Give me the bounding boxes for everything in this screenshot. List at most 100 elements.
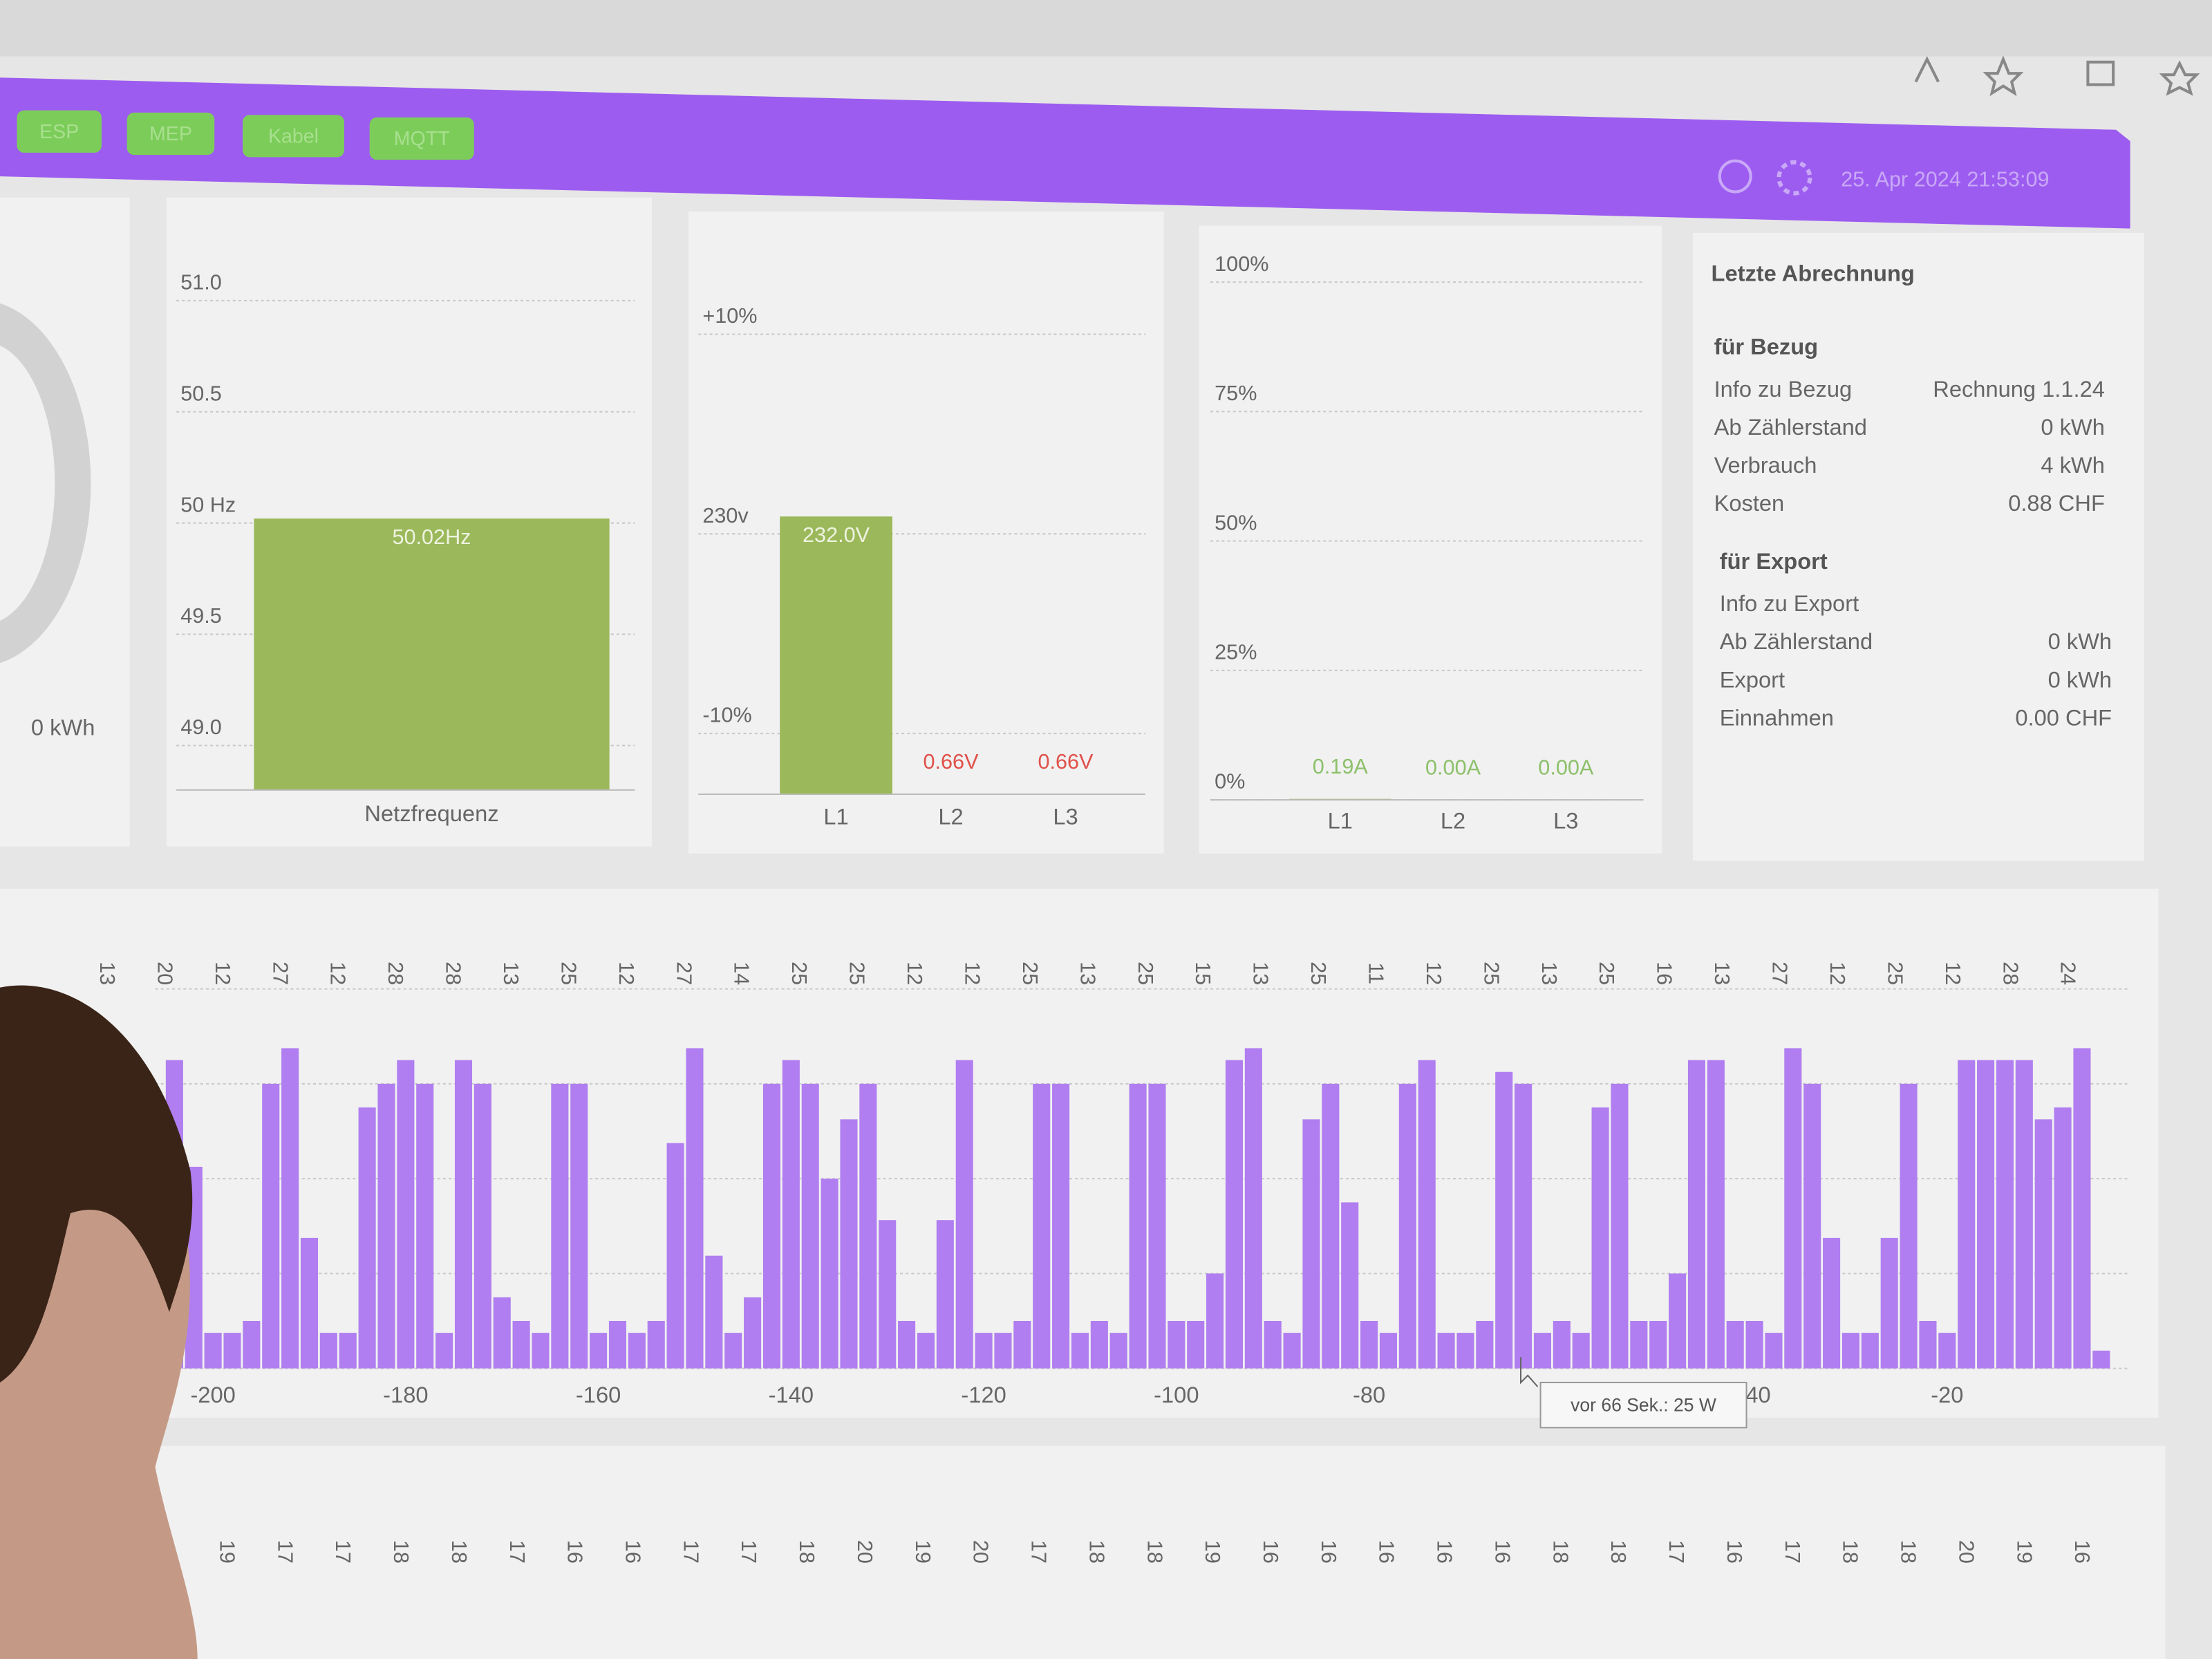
bar bbox=[975, 1333, 993, 1369]
top-label: 12 bbox=[615, 962, 638, 985]
row-value: 0 kWh bbox=[2048, 666, 2112, 692]
bar bbox=[705, 1255, 723, 1369]
bar bbox=[744, 1297, 762, 1369]
bar bbox=[1726, 1320, 1744, 1369]
bottom-label: 16 bbox=[1723, 1540, 1746, 1564]
bottom-label: 17 bbox=[505, 1540, 529, 1564]
settings-icon[interactable] bbox=[1777, 160, 1812, 196]
bar bbox=[821, 1179, 838, 1369]
nav-button[interactable] bbox=[243, 115, 344, 158]
bar bbox=[1938, 1333, 1956, 1369]
top-label: 28 bbox=[384, 962, 407, 985]
bottom-label: 18 bbox=[1143, 1540, 1166, 1564]
bar bbox=[1148, 1083, 1166, 1369]
nav-button[interactable] bbox=[17, 110, 102, 153]
bar bbox=[1861, 1333, 1879, 1369]
bar bbox=[243, 1320, 261, 1369]
bar bbox=[1264, 1320, 1282, 1369]
bar bbox=[801, 1083, 819, 1369]
bar bbox=[647, 1320, 665, 1369]
value-label: 0.00A bbox=[1538, 756, 1594, 779]
bar bbox=[782, 1060, 800, 1369]
row-value: 0.88 CHF bbox=[2008, 490, 2105, 516]
top-label: 25 bbox=[556, 962, 580, 985]
y-tick-label: 50% bbox=[1215, 511, 1257, 534]
top-label: 13 bbox=[95, 962, 119, 985]
top-label: 25 bbox=[1479, 962, 1503, 985]
top-label: 15 bbox=[1191, 962, 1215, 985]
bottom-label: 20 bbox=[1954, 1540, 1978, 1564]
bar bbox=[1669, 1273, 1687, 1369]
y-tick-label: 50.5 bbox=[180, 382, 222, 405]
x-tick-label: -140 bbox=[769, 1382, 814, 1407]
nav-button[interactable] bbox=[126, 112, 215, 156]
top-label: 25 bbox=[1595, 962, 1618, 985]
billing-title: Letzte Abrechnung bbox=[1712, 261, 1915, 286]
bar bbox=[1033, 1083, 1051, 1369]
icon bbox=[2086, 60, 2115, 86]
bar bbox=[1456, 1333, 1474, 1369]
bar bbox=[1437, 1333, 1455, 1369]
nav-button[interactable] bbox=[369, 117, 474, 160]
value-label: 0.00A bbox=[1425, 756, 1481, 779]
bottom-label: 18 bbox=[1606, 1540, 1630, 1564]
bar bbox=[300, 1237, 319, 1369]
bottom-label: 17 bbox=[1027, 1540, 1051, 1564]
bar bbox=[628, 1333, 646, 1369]
bar bbox=[1649, 1320, 1667, 1369]
panel bbox=[0, 1445, 2166, 1659]
y-tick-label: 51.0 bbox=[180, 270, 222, 294]
tooltip-box bbox=[1539, 1381, 1747, 1429]
bar bbox=[223, 1333, 241, 1369]
bar bbox=[1398, 1083, 1416, 1369]
bar bbox=[666, 1143, 684, 1369]
bar bbox=[1515, 1083, 1533, 1369]
bar bbox=[879, 1220, 897, 1369]
bottom-label: 18 bbox=[1085, 1540, 1108, 1564]
y-tick-label: 0% bbox=[1215, 770, 1245, 794]
bottom-label: 18 bbox=[447, 1540, 471, 1564]
top-label: 25 bbox=[845, 962, 869, 985]
top-label: 12 bbox=[1941, 962, 1965, 985]
bar bbox=[2073, 1048, 2091, 1369]
bar bbox=[1187, 1320, 1205, 1369]
panel bbox=[1692, 232, 2145, 861]
x-tick-label: -180 bbox=[383, 1382, 428, 1407]
bar bbox=[1919, 1320, 1937, 1369]
section-heading: für Bezug bbox=[1714, 334, 1819, 359]
row-label: Info zu Bezug bbox=[1714, 376, 1853, 402]
bottom-label: 17 bbox=[331, 1540, 355, 1564]
row-value: 0 kWh bbox=[2048, 628, 2112, 654]
bar bbox=[551, 1083, 569, 1369]
icon bbox=[1914, 56, 1940, 83]
info-icon[interactable] bbox=[1718, 159, 1752, 194]
bar bbox=[762, 1083, 781, 1369]
bar bbox=[780, 516, 892, 794]
top-label: 24 bbox=[2056, 962, 2080, 985]
top-label: 13 bbox=[1710, 962, 1734, 985]
top-label: 27 bbox=[1768, 962, 1792, 985]
bar bbox=[570, 1083, 588, 1369]
bottom-label: 17 bbox=[1781, 1540, 1804, 1564]
row-value: 0 kWh bbox=[2041, 414, 2105, 440]
bar bbox=[319, 1333, 337, 1369]
bar bbox=[532, 1333, 550, 1369]
value-label: 232.0V bbox=[803, 523, 870, 547]
y-tick-label: 75% bbox=[1215, 382, 1257, 405]
nav-button-label: MEP bbox=[149, 123, 192, 145]
bar bbox=[377, 1083, 395, 1369]
x-tick-label: Netzfrequenz bbox=[364, 800, 498, 826]
bar bbox=[1476, 1320, 1494, 1369]
bar bbox=[1322, 1083, 1340, 1369]
bottom-label: 19 bbox=[1201, 1540, 1224, 1564]
bottom-label: 16 bbox=[2070, 1540, 2094, 1564]
bar bbox=[955, 1060, 973, 1369]
bar bbox=[724, 1333, 742, 1369]
y-tick-label: 49.5 bbox=[180, 604, 222, 628]
top-label: 12 bbox=[1826, 962, 1849, 985]
value-label: 50.02Hz bbox=[392, 525, 471, 549]
bar bbox=[1283, 1333, 1301, 1369]
bar bbox=[1302, 1119, 1320, 1369]
